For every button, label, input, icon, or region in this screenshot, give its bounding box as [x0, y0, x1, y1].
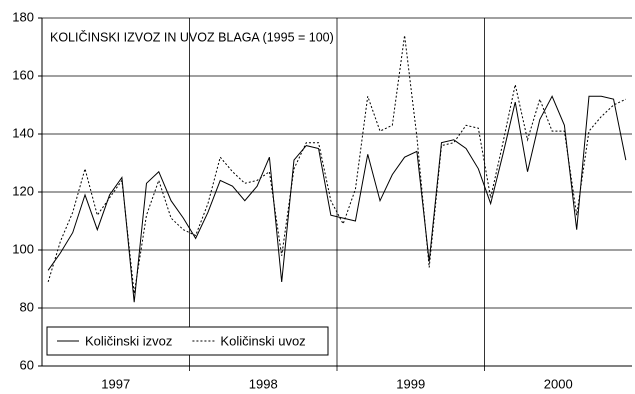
x-tick-label: 1999: [396, 376, 425, 391]
y-tick-label: 120: [12, 183, 34, 198]
y-tick-label: 100: [12, 241, 34, 256]
legend-label: Količinski uvoz: [220, 333, 305, 348]
legend-box: [46, 326, 329, 356]
y-tick-label: 140: [12, 125, 34, 140]
y-tick-label: 80: [20, 299, 34, 314]
y-tick-label: 60: [20, 357, 34, 372]
x-tick-label: 2000: [544, 376, 573, 391]
legend-label: Količinski izvoz: [85, 333, 172, 348]
data-line: [47, 35, 627, 294]
data-line: [47, 95, 627, 303]
x-tick-label: 1997: [101, 376, 130, 391]
y-tick-label: 160: [12, 67, 34, 82]
y-tick-label: 180: [12, 9, 34, 24]
x-tick-label: 1998: [249, 376, 278, 391]
chart-title: KOLIČINSKI IZVOZ IN UVOZ BLAGA (1995 = 1…: [50, 29, 334, 44]
